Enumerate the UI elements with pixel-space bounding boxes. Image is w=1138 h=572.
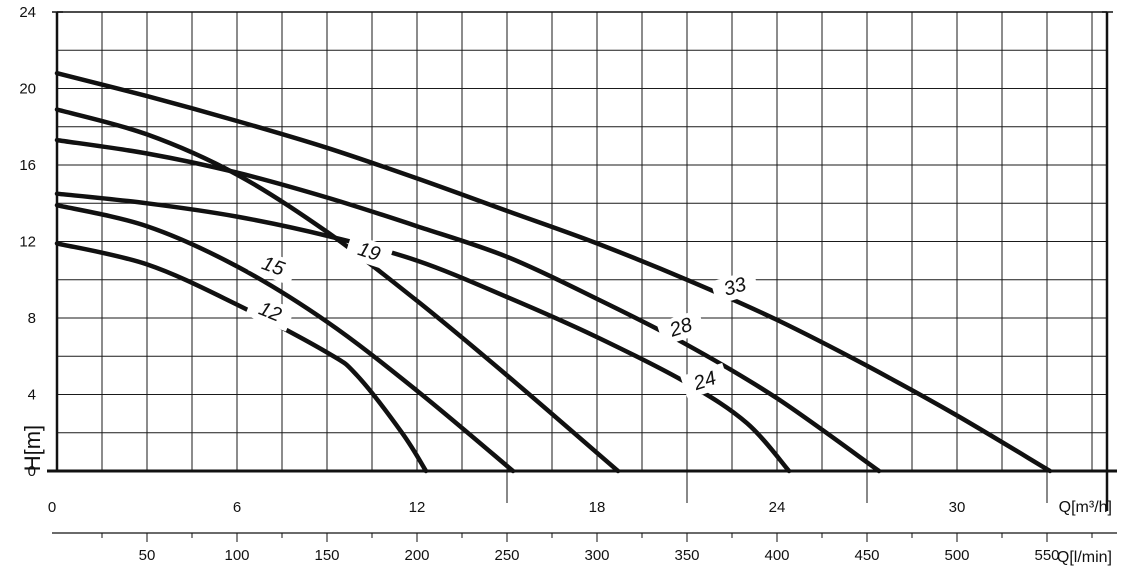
curve-label-bg (680, 362, 730, 400)
tick-labels: 0 4 8 12 16 20 24 0 6 12 18 24 30 50 100 150 200 250 300 35… (19, 4, 1059, 564)
curve-19 (54, 107, 621, 474)
x-tick-label-m3h: 0 (48, 499, 56, 516)
x-tick-label-m3h: 6 (233, 499, 241, 516)
x-tick-label-m3h: 12 (409, 499, 426, 516)
grid (57, 11, 1107, 472)
x-tick-label-lmin: 50 (139, 547, 156, 564)
curve-label-bg (656, 309, 706, 346)
y-tick-label: 20 (19, 81, 36, 98)
y-tick-label: 12 (19, 234, 36, 251)
y-tick-label: 24 (19, 4, 36, 21)
curve-label-bg (344, 233, 394, 271)
curve-12 (54, 241, 429, 474)
y-axis-title: H[m] (20, 425, 45, 471)
x-tick-label-lmin: 550 (1034, 547, 1059, 564)
curve-33 (54, 70, 1053, 474)
x-axis-title-lmin: Q[l/min] (1057, 549, 1112, 566)
curve-28 (54, 137, 882, 474)
y-tick-label: 0 (28, 463, 36, 480)
x-tick-label-lmin: 250 (494, 547, 519, 564)
y-tick-label: 8 (28, 310, 36, 327)
x-tick-label-lmin: 150 (314, 547, 339, 564)
x-tick-label-lmin: 350 (674, 547, 699, 564)
axes (47, 11, 1117, 542)
x-tick-label-lmin: 300 (584, 547, 609, 564)
x-tick-label-m3h: 30 (949, 499, 966, 516)
x-tick-label-lmin: 450 (854, 547, 879, 564)
y-tick-label: 16 (19, 157, 36, 174)
curve-15 (54, 202, 516, 474)
x-tick-label-lmin: 200 (404, 547, 429, 564)
curve-label-bg (245, 292, 295, 332)
x-tick-label-m3h: 24 (769, 499, 786, 516)
x-tick-label-lmin: 500 (944, 547, 969, 564)
y-tick-label: 4 (28, 387, 36, 404)
x-tick-label-m3h: 18 (589, 499, 606, 516)
performance-curves (54, 70, 1053, 474)
x-axis-title-m3h: Q[m³/h] (1059, 499, 1112, 516)
curve-label-bg (710, 269, 760, 305)
x-tick-label-lmin: 100 (224, 547, 249, 564)
x-tick-label-lmin: 400 (764, 547, 789, 564)
curve-label-bg (248, 247, 298, 286)
